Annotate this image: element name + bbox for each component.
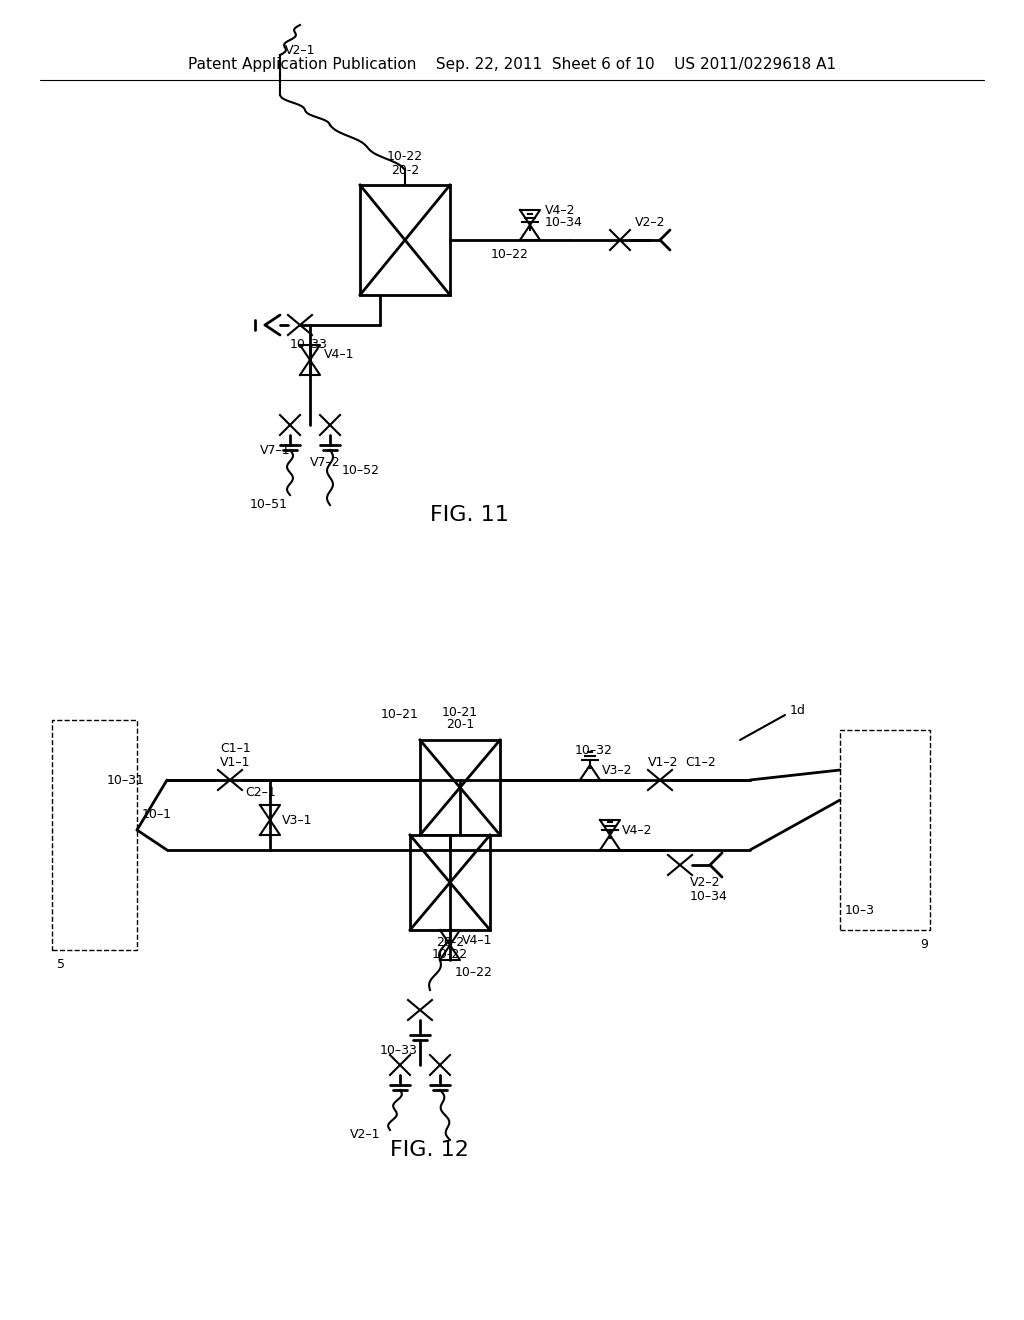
Text: 10–22: 10–22 [492,248,529,261]
Text: V4–1: V4–1 [462,933,493,946]
Text: 10–1: 10–1 [142,808,172,821]
Text: V4–2: V4–2 [622,824,652,837]
Text: V1–2: V1–2 [648,755,679,768]
Text: 10-22: 10-22 [387,150,423,164]
Text: 5: 5 [57,958,65,972]
Text: 1d: 1d [790,704,806,717]
Text: 9: 9 [920,939,928,952]
Text: 20-2: 20-2 [436,936,464,949]
Text: V2–2: V2–2 [690,876,721,890]
Bar [410,836,490,931]
Text: 10-22: 10-22 [432,949,468,961]
Text: 10–3: 10–3 [845,903,874,916]
Text: 20-1: 20-1 [445,718,474,731]
Text: 20-2: 20-2 [391,164,419,177]
Text: V4–1: V4–1 [324,348,354,362]
Text: V2–2: V2–2 [635,215,666,228]
Text: FIG. 11: FIG. 11 [430,506,509,525]
Text: 10–21: 10–21 [381,709,419,722]
Text: V2–1: V2–1 [350,1129,381,1142]
Text: C2–1: C2–1 [245,785,275,799]
Text: V7–2: V7–2 [310,457,341,470]
Bar [420,741,500,836]
Text: V3–1: V3–1 [282,813,312,826]
Bar [52,719,137,950]
Text: 10–33: 10–33 [380,1044,418,1056]
Text: 10–34: 10–34 [690,891,728,903]
Text: V7–1: V7–1 [260,444,291,457]
Text: 10–34: 10–34 [545,215,583,228]
Text: V4–2: V4–2 [545,203,575,216]
Bar [360,185,450,294]
Text: 10–22: 10–22 [455,965,493,978]
Text: V2–1: V2–1 [285,44,315,57]
Text: V1–1: V1–1 [220,755,251,768]
Text: 10–31: 10–31 [106,774,144,787]
Text: C1–2: C1–2 [685,755,716,768]
Text: 10–33: 10–33 [290,338,328,351]
Text: 10-21: 10-21 [442,705,478,718]
Text: 10–51: 10–51 [250,499,288,511]
Text: FIG. 12: FIG. 12 [390,1140,469,1160]
Text: 10–52: 10–52 [342,463,380,477]
Text: V3–2: V3–2 [602,763,633,776]
Text: Patent Application Publication    Sep. 22, 2011  Sheet 6 of 10    US 2011/022961: Patent Application Publication Sep. 22, … [188,58,836,73]
Bar [840,730,930,931]
Text: 10–32: 10–32 [575,743,613,756]
Text: C1–1: C1–1 [220,742,251,755]
